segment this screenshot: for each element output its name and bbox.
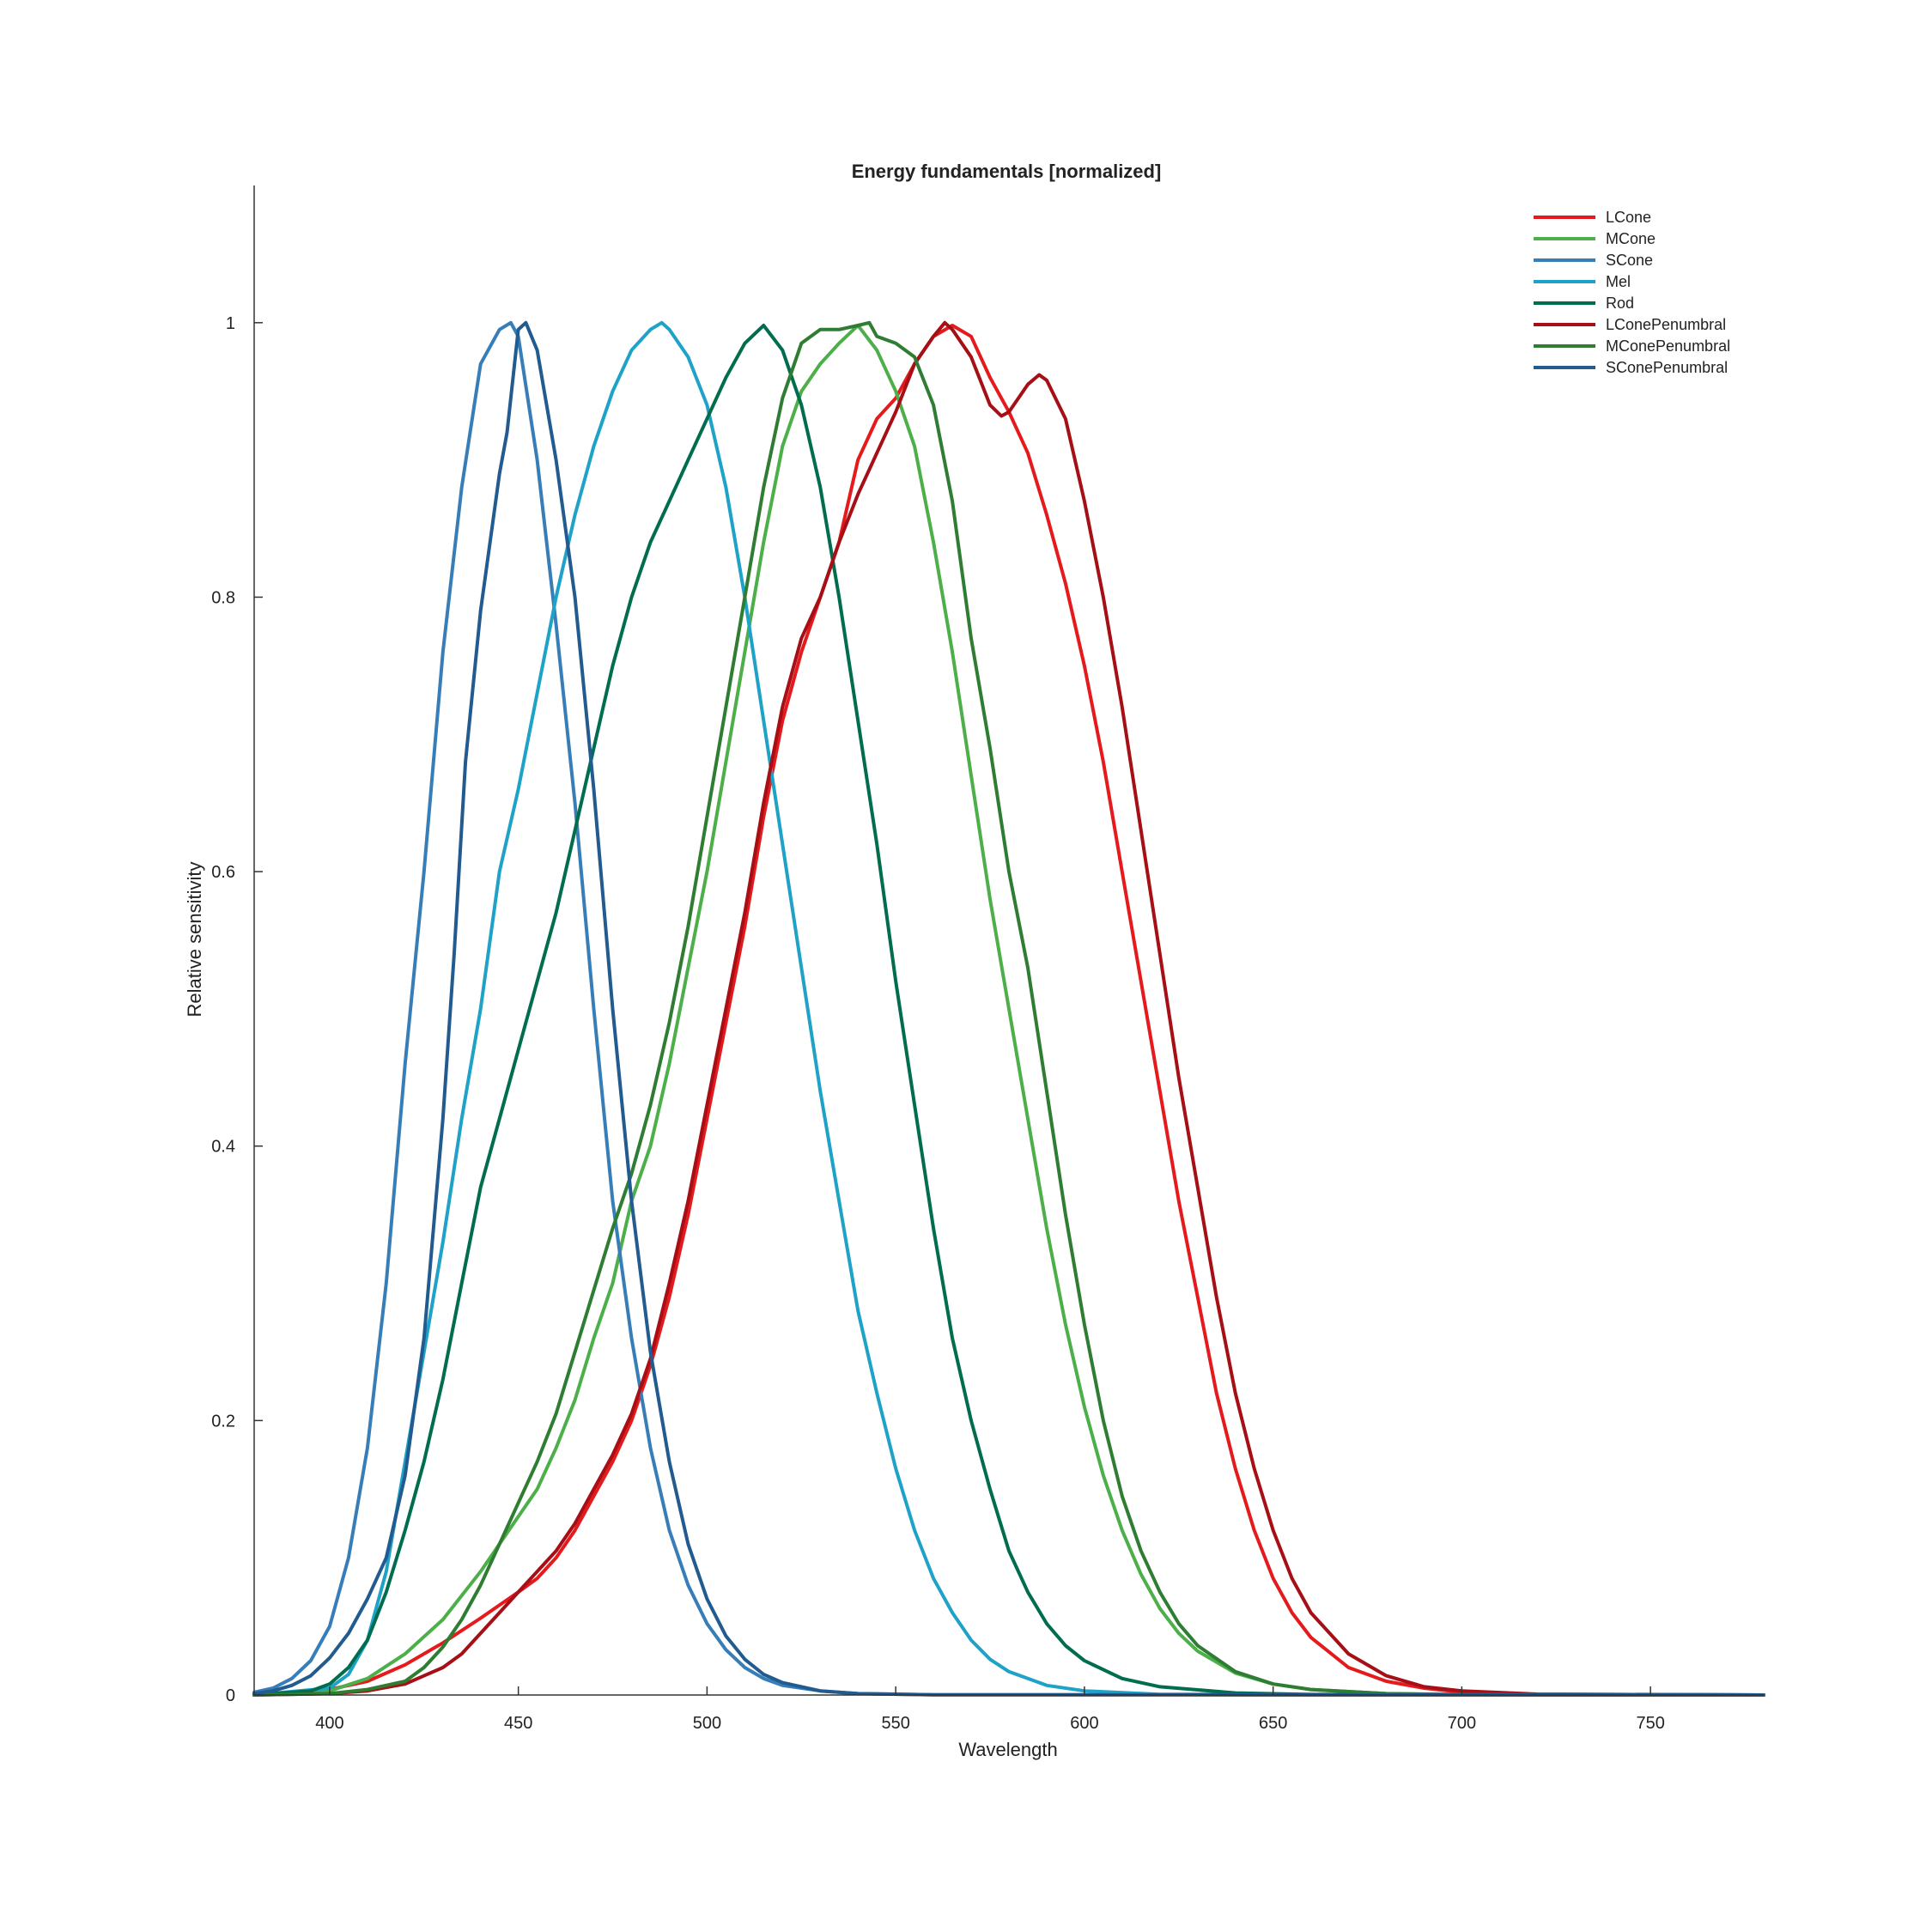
y-axis-label: Relative sensitivity <box>184 862 205 1018</box>
y-tick-label: 0 <box>226 1686 235 1705</box>
plot-lines <box>252 320 1765 1697</box>
x-tick-label: 700 <box>1448 1714 1476 1733</box>
y-axis-ticks: 0 0.2 0.4 0.6 0.8 1 <box>211 314 263 1705</box>
x-tick-label: 600 <box>1070 1714 1098 1733</box>
x-tick-label: 650 <box>1259 1714 1287 1733</box>
legend-label-mcone: MCone <box>1606 230 1656 247</box>
series-line-scone <box>252 320 1765 1697</box>
y-tick-label: 1 <box>226 314 235 333</box>
legend-label-sconepenumbral: SConePenumbral <box>1606 359 1728 376</box>
x-axis-ticks: 400 450 500 550 600 650 700 750 <box>315 1686 1665 1733</box>
series-line-sconepenumbral <box>252 320 1765 1697</box>
x-tick-label: 550 <box>881 1714 909 1733</box>
series-line-lconepenumbral <box>252 320 1765 1697</box>
y-tick-label: 0.8 <box>211 588 235 607</box>
legend-label-scone: SCone <box>1606 252 1653 269</box>
chart-title: Energy fundamentals [normalized] <box>852 161 1162 182</box>
x-axis-label: Wavelength <box>958 1739 1057 1760</box>
y-tick-label: 0.4 <box>211 1138 235 1157</box>
series-line-rod <box>252 324 1765 1697</box>
legend-label-mel: Mel <box>1606 273 1631 290</box>
x-tick-label: 400 <box>315 1714 343 1733</box>
legend-label-lconepenumbral: LConePenumbral <box>1606 316 1726 333</box>
y-tick-label: 0.6 <box>211 863 235 882</box>
x-tick-label: 450 <box>504 1714 532 1733</box>
legend-label-mconepenumbral: MConePenumbral <box>1606 337 1730 355</box>
x-tick-label: 750 <box>1636 1714 1664 1733</box>
legend: LCone MCone SCone Mel Rod LConePenumbral MCone… <box>1534 209 1730 376</box>
legend-label-rod: Rod <box>1606 295 1634 312</box>
x-tick-label: 500 <box>693 1714 721 1733</box>
legend-label-lcone: LCone <box>1606 209 1651 226</box>
series-line-mconepenumbral <box>252 320 1765 1697</box>
y-tick-label: 0.2 <box>211 1412 235 1431</box>
series-line-mel <box>252 320 1765 1697</box>
